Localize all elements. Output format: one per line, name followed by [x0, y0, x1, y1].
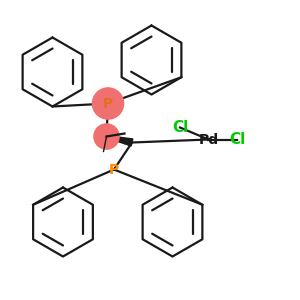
Text: Pd: Pd — [198, 133, 219, 146]
Circle shape — [92, 88, 124, 119]
Polygon shape — [106, 135, 133, 146]
Text: Cl: Cl — [172, 120, 188, 135]
Text: Cl: Cl — [229, 132, 245, 147]
Text: P: P — [109, 163, 119, 176]
Text: P: P — [103, 97, 113, 110]
Circle shape — [94, 124, 119, 149]
